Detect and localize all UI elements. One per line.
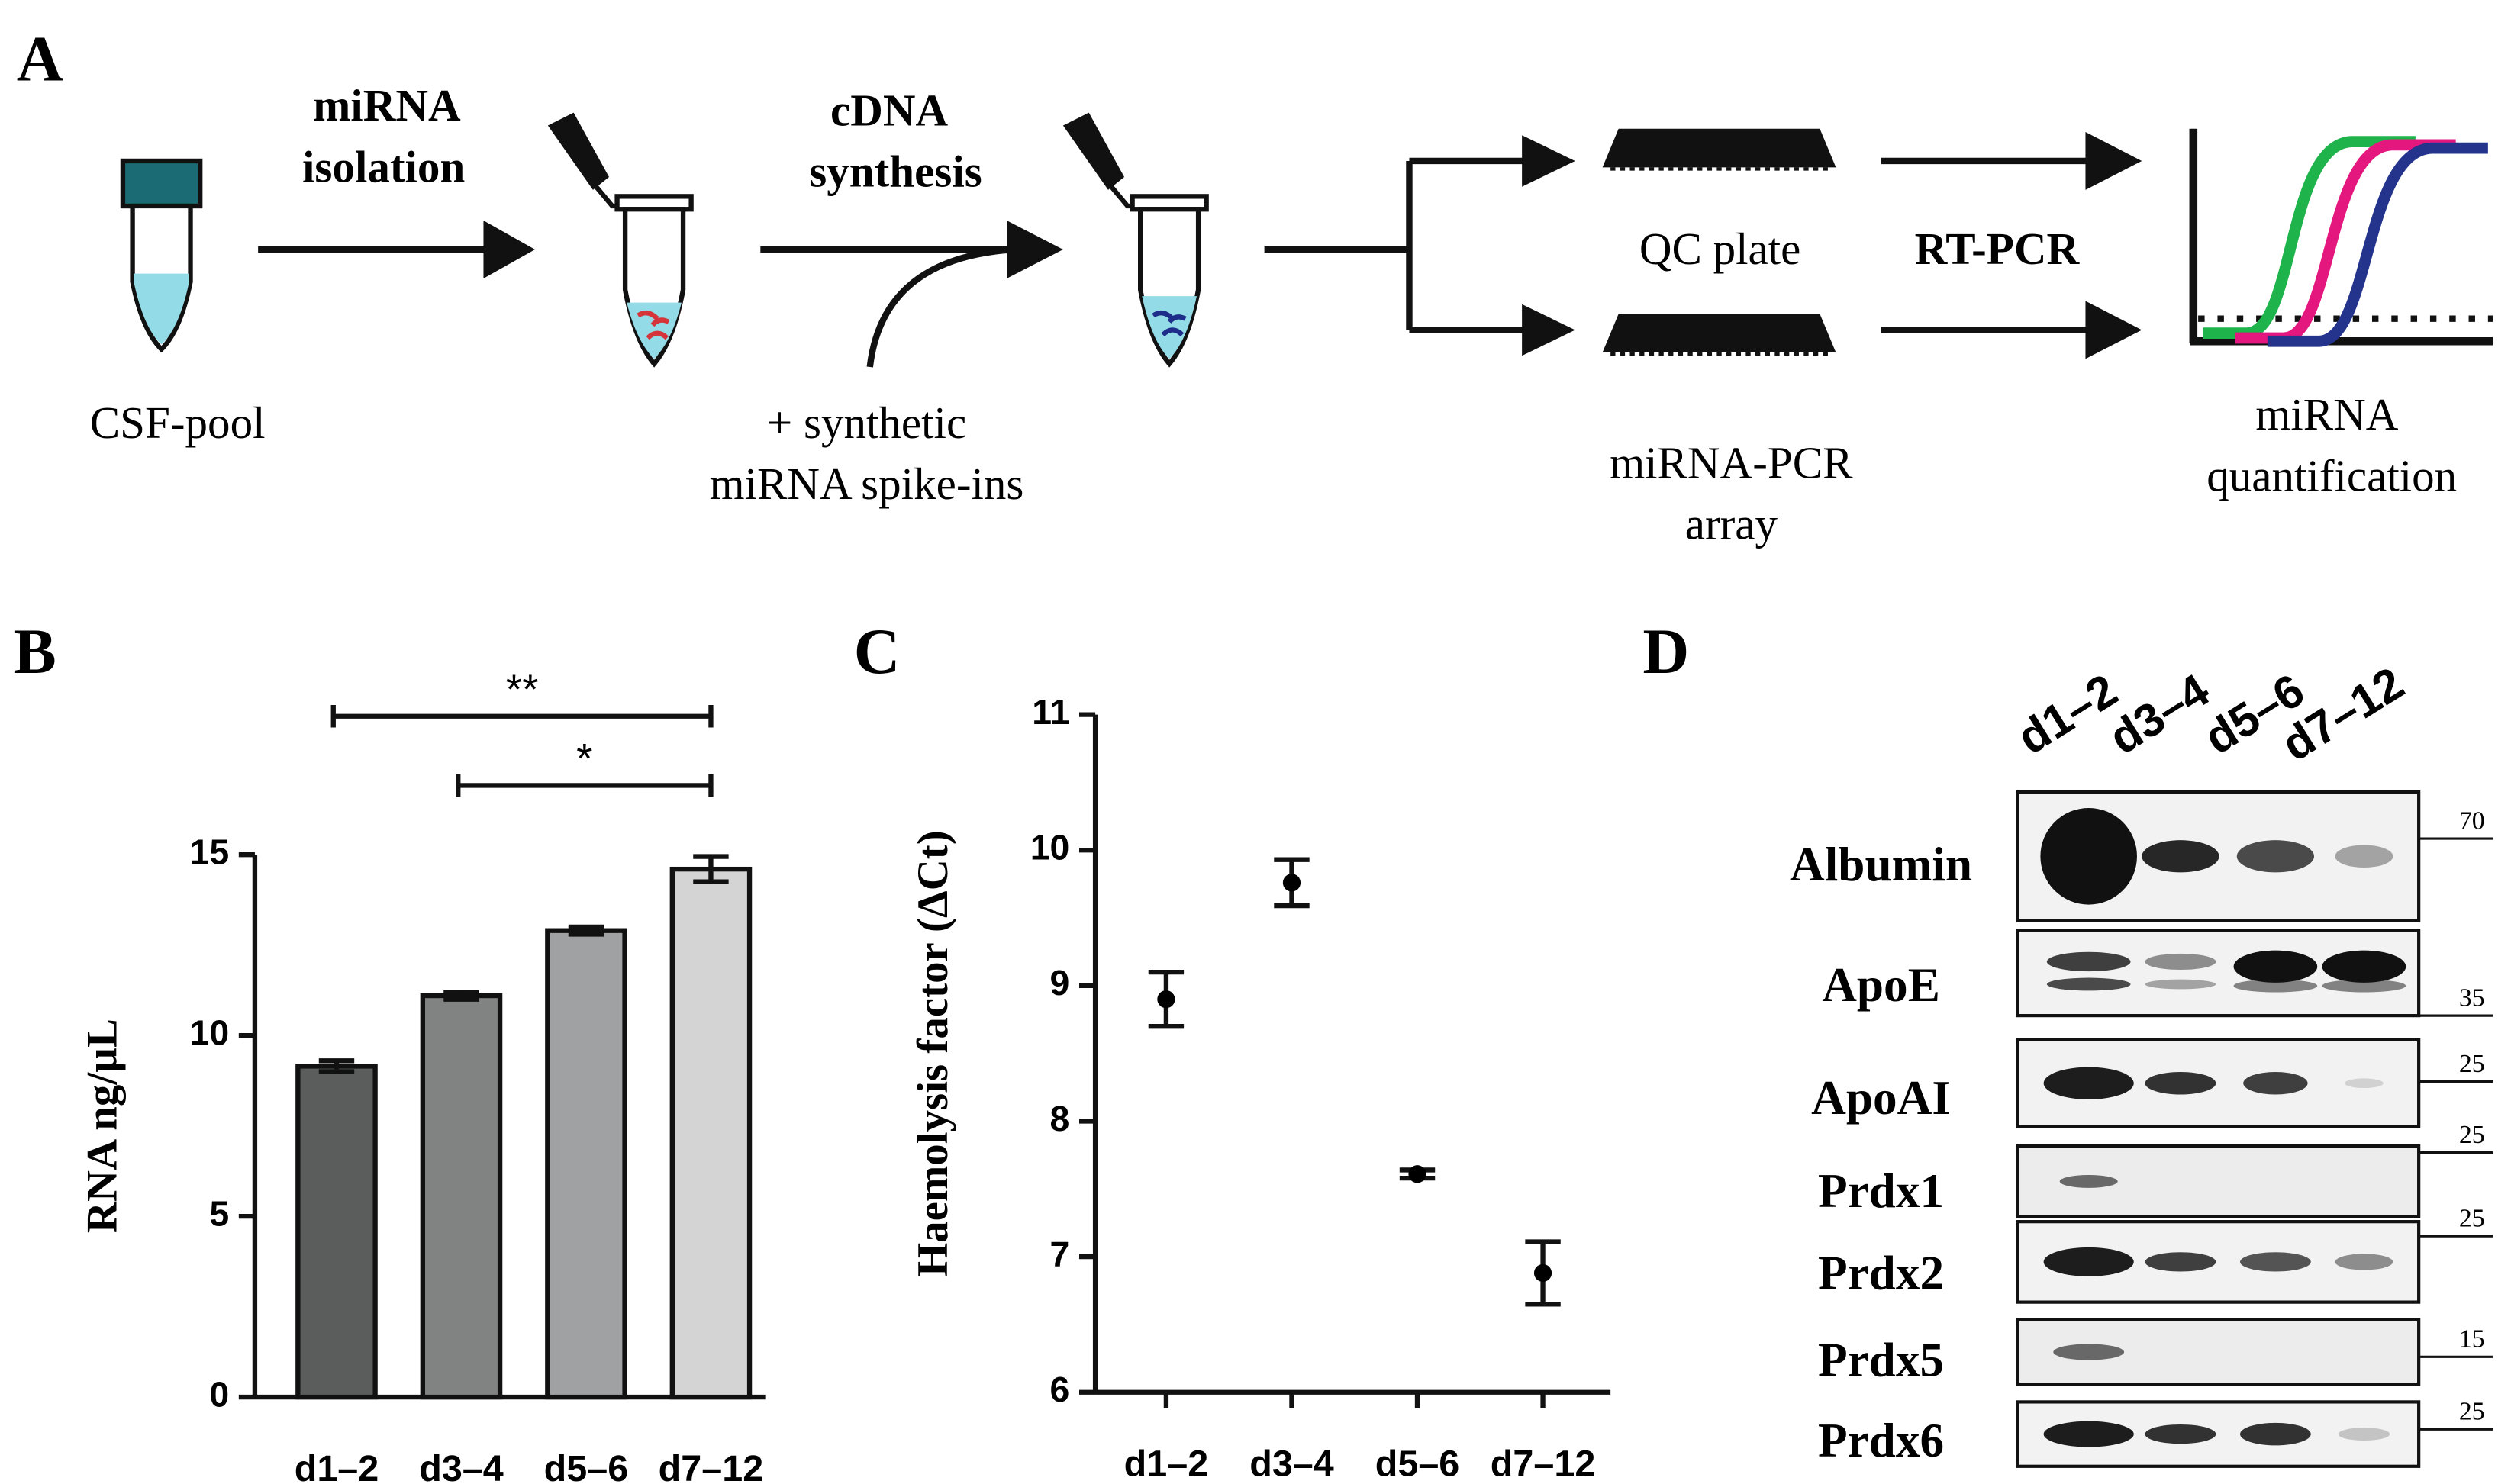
workflow-graphics xyxy=(120,112,2493,368)
blot-band xyxy=(2046,977,2131,991)
panel-label: C xyxy=(854,616,901,687)
protein-label: Prdx6 xyxy=(1818,1414,1944,1467)
y-tick-label: 10 xyxy=(1030,828,1070,868)
step-label: synthesis xyxy=(809,146,982,197)
x-tick-label: d3–4 xyxy=(1249,1443,1334,1484)
error-bar xyxy=(318,1058,355,1074)
point xyxy=(1408,1165,1426,1183)
protein-label: Prdx5 xyxy=(1818,1334,1944,1387)
bar xyxy=(295,1064,378,1400)
plate-label: array xyxy=(1685,499,1778,549)
x-tick-label: d5–6 xyxy=(1375,1443,1460,1484)
significance-bracket xyxy=(330,704,714,728)
y-tick-label: 15 xyxy=(190,832,230,871)
error-bar xyxy=(443,990,479,1002)
panel-label: B xyxy=(13,616,56,687)
step-label: cDNA xyxy=(830,85,948,136)
lane-label: d7–12 xyxy=(2273,657,2413,771)
marker-label: 25 xyxy=(2459,1050,2485,1078)
spike-label: + synthetic xyxy=(767,398,966,448)
blot-band xyxy=(2335,845,2393,868)
y-tick-label: 7 xyxy=(1050,1234,1070,1273)
y-tick-label: 8 xyxy=(1050,1099,1070,1138)
result-label: quantification xyxy=(2206,450,2457,501)
significance-label: ** xyxy=(506,665,539,713)
plate-label: QC plate xyxy=(1639,224,1801,274)
panel-label: A xyxy=(17,24,63,95)
marker-label: 35 xyxy=(2459,983,2485,1012)
blot-band xyxy=(2335,1254,2393,1270)
blot-band xyxy=(2043,1247,2134,1276)
point xyxy=(1533,1263,1552,1283)
significance-bracket xyxy=(456,774,714,797)
blot-band xyxy=(2145,1071,2216,1095)
marker-label: 25 xyxy=(2459,1121,2485,1149)
blot-band xyxy=(2233,979,2318,993)
protein-label: Prdx2 xyxy=(1818,1247,1944,1300)
plate-label: miRNA-PCR xyxy=(1610,438,1853,488)
y-tick-label: 0 xyxy=(209,1374,229,1414)
bar xyxy=(669,866,753,1400)
blot-band xyxy=(2145,1252,2216,1272)
x-tick-label: d5–6 xyxy=(544,1448,629,1484)
blot-band xyxy=(2059,1174,2118,1188)
x-tick-label: d1–2 xyxy=(295,1448,379,1484)
blot-band xyxy=(2040,807,2137,905)
blot-band xyxy=(2053,1344,2125,1360)
blot-band xyxy=(2322,950,2406,983)
protein-label: Prdx1 xyxy=(1818,1164,1944,1218)
blot-band xyxy=(2243,1071,2308,1095)
marker-label: 70 xyxy=(2459,806,2485,835)
marker-label: 25 xyxy=(2459,1204,2485,1232)
blot-band xyxy=(2043,1421,2134,1447)
significance-label: * xyxy=(576,735,592,782)
y-tick-label: 10 xyxy=(190,1012,230,1052)
source-label: CSF-pool xyxy=(90,398,266,448)
point xyxy=(1157,990,1175,1009)
point xyxy=(1282,874,1301,892)
blot-band xyxy=(2239,1252,2311,1272)
lane-label: d3–4 xyxy=(2100,664,2218,765)
result-label: miRNA xyxy=(2255,389,2398,439)
blot-band xyxy=(2145,1424,2216,1444)
blot-band xyxy=(2338,1428,2390,1441)
marker-label: 15 xyxy=(2459,1325,2485,1354)
x-tick-label: d3–4 xyxy=(419,1448,504,1484)
blot-band xyxy=(2046,951,2131,972)
error-bar xyxy=(693,854,729,884)
blot-band xyxy=(2345,1078,2384,1089)
protein-label: ApoAI xyxy=(1811,1071,1951,1125)
y-tick-label: 9 xyxy=(1050,963,1070,1003)
y-axis-label: Haemolysis factor (ΔCt) xyxy=(909,830,957,1276)
protein-label: ApoE xyxy=(1822,958,1940,1012)
protein-label: Albumin xyxy=(1790,838,1972,891)
blot-band xyxy=(2236,840,2315,873)
blot-band xyxy=(2145,953,2216,971)
blot-band xyxy=(2233,950,2318,983)
error-bar xyxy=(568,924,604,937)
panel-label: D xyxy=(1642,616,1689,687)
step-label: RT-PCR xyxy=(1915,224,2081,274)
y-tick-label: 6 xyxy=(1050,1370,1070,1409)
step-label: isolation xyxy=(302,141,465,192)
spike-label: miRNA spike-ins xyxy=(710,459,1024,509)
bar xyxy=(420,993,503,1400)
blot-band xyxy=(2043,1067,2134,1099)
x-tick-label: d7–12 xyxy=(659,1448,764,1484)
y-tick-label: 11 xyxy=(1032,692,1069,732)
step-label: miRNA xyxy=(313,80,461,130)
blot-band xyxy=(2142,840,2219,873)
blot-band xyxy=(2322,979,2406,993)
x-tick-label: d1–2 xyxy=(1124,1443,1209,1484)
marker-label: 25 xyxy=(2459,1398,2485,1426)
x-tick-label: d7–12 xyxy=(1491,1443,1596,1484)
y-axis-label: RNA ng/µL xyxy=(78,1019,126,1233)
blot-band xyxy=(2145,979,2216,990)
y-tick-label: 5 xyxy=(209,1193,229,1233)
bar xyxy=(545,928,627,1400)
blot-band xyxy=(2239,1422,2311,1446)
